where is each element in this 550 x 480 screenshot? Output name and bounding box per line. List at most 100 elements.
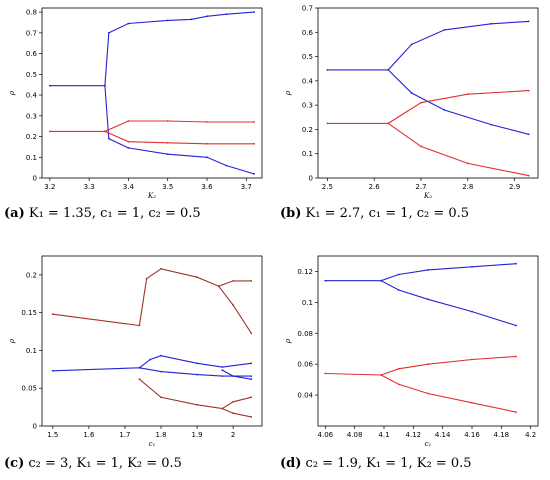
x-axis-label: c₁	[149, 440, 156, 446]
x-tick-label: 4.12	[406, 431, 422, 439]
series-line	[325, 355, 517, 376]
data-point	[326, 69, 329, 71]
y-tick-label: 0.1	[26, 154, 37, 162]
y-tick-label: 0.3	[302, 102, 313, 110]
data-point	[250, 362, 253, 365]
data-point	[471, 265, 473, 268]
data-point	[127, 120, 130, 122]
data-point	[250, 280, 253, 282]
data-point	[217, 285, 220, 288]
caption-b: (b) K₁ = 2.7, c₁ = 1, c₂ = 0.5	[280, 206, 469, 221]
y-tick-label: 0.8	[26, 9, 37, 17]
y-tick-label: 0.7	[26, 29, 37, 37]
data-point	[166, 120, 169, 122]
chart-panel-d: 4.06 4.08 4.1 4.12 4.14 4.16 4.18 4.2 0.04 0.06 0.…	[276, 248, 544, 446]
data-point	[221, 366, 224, 368]
x-tick-label: 4.06	[318, 431, 334, 439]
data-point	[107, 32, 110, 34]
data-point	[527, 20, 530, 23]
x-tick-label: 1.5	[47, 431, 58, 439]
y-axis-label: ρ	[284, 338, 292, 344]
y-axis-label: ρ	[8, 90, 16, 96]
x-tick-label: 3.4	[123, 183, 135, 191]
y-axis-label: ρ	[8, 338, 16, 344]
plot-frame	[317, 255, 539, 427]
data-point	[206, 142, 208, 145]
x-tick-label: 2.5	[322, 183, 333, 191]
x-tick-label: 1.8	[155, 431, 166, 439]
data-point	[471, 310, 473, 313]
data-point	[410, 92, 413, 94]
data-point	[166, 19, 169, 22]
data-point	[527, 133, 530, 136]
data-point	[420, 101, 422, 104]
y-tick-label: 0.6	[302, 29, 314, 37]
data-point	[471, 401, 473, 404]
data-point	[380, 279, 382, 282]
data-point	[427, 269, 429, 271]
chart-panel-c: 1.5 1.6 1.7 1.8 1.9 2 0 0.05 0.1 0.15 0.2 c₁ ρ	[0, 248, 268, 446]
data-point	[380, 374, 382, 376]
plot-frame	[41, 255, 263, 427]
x-tick-label: 4.16	[464, 431, 480, 439]
data-point	[250, 378, 253, 381]
x-tick-label: 2.9	[509, 183, 520, 191]
data-point	[427, 298, 429, 301]
caption-a-text: K₁ = 1.35, c₁ = 1, c₂ = 0.5	[28, 206, 201, 221]
series-line	[327, 20, 529, 71]
y-tick-label: 0.15	[21, 309, 37, 317]
x-tick-label: 3.3	[84, 183, 95, 191]
y-axis-label: ρ	[284, 90, 292, 96]
data-point	[515, 411, 517, 413]
series-line	[49, 11, 255, 87]
data-point	[515, 355, 517, 358]
x-tick-label: 4.1	[378, 431, 389, 439]
chart-a-svg: 3.2 3.3 3.4 3.5 3.6 3.7 0 0.1 0.2 0.3 0.4 0.5 0.6 0.7…	[8, 7, 263, 198]
x-tick-label: 3.5	[162, 183, 173, 191]
data-point	[49, 84, 51, 87]
caption-a: (a) K₁ = 1.35, c₁ = 1, c₂ = 0.5	[4, 206, 201, 221]
data-point	[51, 313, 54, 316]
data-point	[107, 137, 110, 140]
chart-d-svg: 4.06 4.08 4.1 4.12 4.14 4.16 4.18 4.2 0.04 0.06 0.…	[284, 255, 539, 446]
data-point	[225, 164, 228, 167]
data-point	[410, 43, 413, 46]
data-point	[250, 416, 253, 418]
y-tick-label: 0	[33, 423, 37, 431]
y-tick-label: 0	[309, 175, 313, 183]
y-tick-label: 0.06	[297, 361, 313, 369]
data-point	[326, 122, 329, 125]
data-point	[324, 279, 327, 282]
series-line	[218, 285, 252, 334]
y-tick-label: 0.12	[297, 268, 313, 276]
x-tick-label: 4.14	[435, 431, 451, 439]
x-tick-label: 2.6	[369, 183, 381, 191]
chart-panel-b: 2.5 2.6 2.7 2.8 2.9 0 0.1 0.2 0.3 0.4 0.5 0.6 0.7 K₂ ρ	[276, 0, 544, 198]
plot-frame	[41, 7, 263, 179]
y-tick-label: 0.2	[26, 271, 37, 279]
data-point	[206, 15, 208, 18]
data-point	[166, 141, 169, 144]
y-tick-label: 0	[33, 175, 37, 183]
y-tick-label: 0.5	[26, 71, 37, 79]
data-point	[196, 276, 199, 279]
data-point	[253, 121, 256, 123]
x-tick-label: 4.18	[494, 431, 510, 439]
y-tick-label: 0.04	[297, 392, 313, 400]
chart-c-svg: 1.5 1.6 1.7 1.8 1.9 2 0 0.05 0.1 0.15 0.2 c₁ ρ	[8, 255, 263, 446]
data-point	[397, 273, 400, 276]
x-tick-label: 2	[231, 431, 235, 439]
x-tick-label: 1.6	[83, 431, 95, 439]
y-tick-label: 0.1	[26, 347, 37, 355]
data-point	[104, 84, 106, 87]
data-point	[160, 267, 162, 270]
caption-b-label: (b)	[280, 206, 302, 221]
caption-a-label: (a)	[4, 206, 25, 221]
data-point	[427, 392, 429, 395]
x-tick-label: 3.2	[44, 183, 55, 191]
caption-c: (c) c₂ = 3, K₁ = 1, K₂ = 0.5	[4, 456, 182, 471]
data-point	[166, 153, 169, 156]
data-point	[221, 369, 224, 371]
data-point	[232, 400, 235, 403]
data-point	[49, 130, 51, 133]
